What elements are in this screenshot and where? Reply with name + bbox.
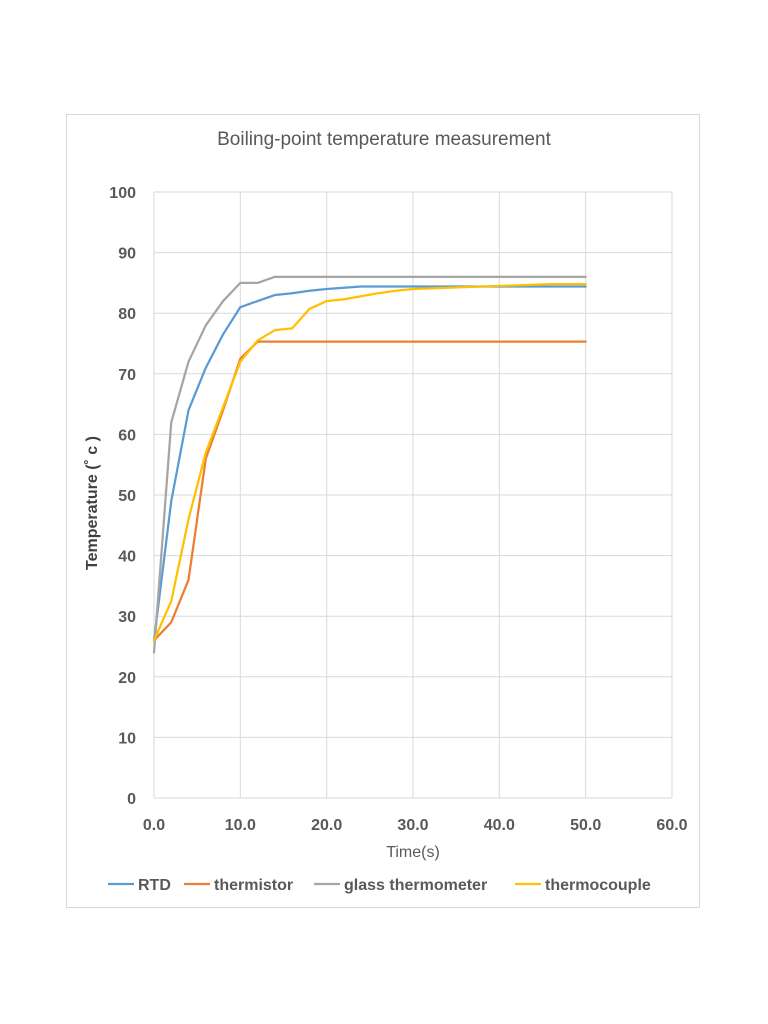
x-tick-label: 40.0 — [484, 817, 515, 834]
series-line-rtd — [152, 285, 587, 642]
y-axis-title: Temperature (˚ c ) — [84, 436, 101, 570]
series-line-glass-thermometer — [152, 275, 587, 654]
x-axis-title: Time(s) — [386, 844, 440, 861]
y-tick-label: 90 — [118, 246, 136, 263]
series-line-thermocouple — [152, 282, 587, 642]
legend-label-thermocouple: thermocouple — [545, 877, 651, 894]
y-tick-label: 50 — [118, 488, 136, 505]
y-tick-label: 30 — [118, 609, 136, 626]
legend: RTD thermistor glass thermometer thermocoup… — [108, 877, 651, 894]
y-tick-label: 70 — [118, 367, 136, 384]
legend-label-thermistor: thermistor — [214, 877, 293, 894]
legend-label-glass-thermometer: glass thermometer — [344, 877, 487, 894]
y-tick-label: 80 — [118, 306, 136, 323]
x-tick-label: 10.0 — [225, 817, 256, 834]
x-tick-label: 30.0 — [397, 817, 428, 834]
series-lines — [152, 275, 587, 654]
legend-label-rtd: RTD — [138, 877, 171, 894]
series-line-thermistor — [152, 340, 587, 642]
chart-title: Boiling-point temperature measurement — [217, 129, 551, 150]
y-tick-label: 100 — [109, 185, 136, 202]
y-tick-label: 20 — [118, 670, 136, 687]
y-axis-tick-labels: 0 10 20 30 40 50 60 70 80 90 100 — [109, 185, 136, 808]
y-tick-label: 0 — [127, 791, 136, 808]
x-tick-label: 60.0 — [656, 817, 687, 834]
x-axis-tick-labels: 0.0 10.0 20.0 30.0 40.0 50.0 60.0 — [143, 817, 688, 834]
x-tick-label: 0.0 — [143, 817, 165, 834]
gridlines — [153, 191, 673, 799]
y-tick-label: 60 — [118, 427, 136, 444]
y-tick-label: 10 — [118, 730, 136, 747]
x-tick-label: 50.0 — [570, 817, 601, 834]
chart-frame — [66, 114, 700, 908]
x-tick-label: 20.0 — [311, 817, 342, 834]
y-tick-label: 40 — [118, 549, 136, 566]
